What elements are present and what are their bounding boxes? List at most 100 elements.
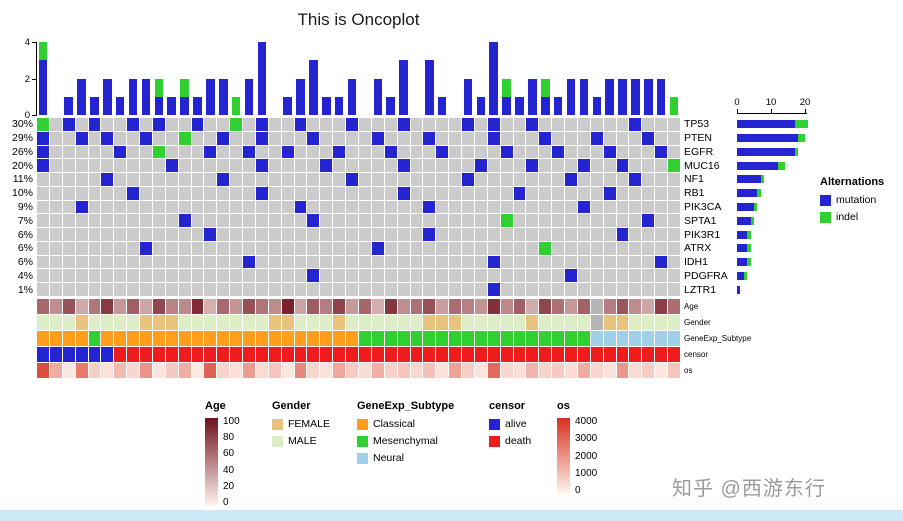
annotation-cell	[62, 331, 75, 346]
heatmap-cell	[307, 131, 320, 145]
heatmap-cell	[668, 269, 680, 283]
x-tick-mark	[805, 109, 806, 113]
heatmap-cell	[243, 214, 255, 228]
annotation-cell	[281, 331, 294, 346]
heatmap-cell	[320, 241, 333, 255]
annotation-cell	[371, 331, 384, 346]
heatmap-cell	[88, 173, 101, 186]
heatmap-cell	[629, 145, 642, 159]
gene-bar-mutation-segment	[737, 147, 795, 156]
heatmap-cell	[629, 173, 642, 186]
annotation-cell	[101, 315, 114, 330]
gene-name-label: EGFR	[684, 145, 714, 158]
annotation-cell	[436, 347, 449, 362]
gene-percentage-label: 11%	[12, 173, 33, 186]
annotation-cell	[333, 331, 346, 346]
heatmap-cell	[397, 228, 410, 241]
heatmap-cell	[513, 228, 526, 241]
heatmap-cell	[217, 118, 230, 131]
heatmap-cell	[62, 131, 75, 145]
heatmap-cell	[204, 269, 217, 283]
top-bar	[243, 78, 255, 115]
annotation-cell	[165, 331, 178, 346]
annotation-cell	[152, 331, 165, 346]
top-bar-mutation-segment	[425, 60, 434, 115]
heatmap-cell	[603, 131, 616, 145]
heatmap-cell	[217, 228, 230, 241]
heatmap-cell	[423, 241, 436, 255]
annotation-cell	[603, 347, 616, 362]
heatmap-cell	[526, 255, 539, 269]
os-gradient-bar	[557, 418, 570, 494]
legend-item-neural: Neural	[357, 452, 477, 464]
annotation-cell	[62, 299, 75, 314]
top-bar-mutation-segment	[206, 78, 215, 115]
heatmap-cell	[140, 283, 152, 296]
annotation-cell	[320, 347, 333, 362]
gene-name-label: PIK3R1	[684, 228, 721, 241]
heatmap-cell	[255, 255, 268, 269]
annotation-cell	[513, 299, 526, 314]
heatmap-cell	[384, 159, 397, 173]
heatmap-cell	[384, 255, 397, 269]
annotation-cell	[75, 363, 88, 378]
top-bar	[423, 60, 435, 115]
heatmap-cell	[165, 283, 178, 296]
heatmap-cell	[565, 173, 577, 186]
heatmap-cell	[37, 241, 49, 255]
annotation-cell	[204, 299, 217, 314]
heatmap-cell	[462, 214, 474, 228]
heatmap-cell	[449, 145, 462, 159]
heatmap-cell	[204, 173, 217, 186]
heatmap-cell	[552, 214, 565, 228]
heatmap-cell	[616, 241, 629, 255]
annotation-cell	[178, 331, 191, 346]
heatmap-cell	[552, 228, 565, 241]
heatmap-cell	[243, 131, 255, 145]
heatmap-cell	[526, 173, 539, 186]
annotation-cell	[359, 347, 371, 362]
annotation-cell	[88, 363, 101, 378]
heatmap-cell	[642, 200, 655, 214]
heatmap-cell	[346, 241, 358, 255]
top-bar	[333, 96, 345, 115]
annotation-cell	[88, 299, 101, 314]
heatmap-cell	[230, 173, 243, 186]
annotation-cell	[397, 363, 410, 378]
annotation-cell	[101, 299, 114, 314]
top-bar-mutation-segment	[631, 78, 640, 115]
heatmap-cell	[565, 283, 577, 296]
top-bar-mutation-segment	[77, 78, 86, 115]
gene-bar-indel-segment	[747, 244, 751, 253]
heatmap-cell	[165, 269, 178, 283]
annotation-cell	[474, 299, 487, 314]
heatmap-cell	[359, 145, 371, 159]
heatmap-cell	[204, 131, 217, 145]
annotation-cell	[500, 347, 513, 362]
heatmap-cell	[359, 283, 371, 296]
heatmap-cell	[526, 283, 539, 296]
heatmap-cell	[140, 145, 152, 159]
heatmap-cell	[307, 241, 320, 255]
heatmap-cell	[577, 145, 590, 159]
top-bar	[192, 96, 204, 115]
heatmap-cell	[230, 200, 243, 214]
heatmap-cell	[474, 173, 487, 186]
heatmap-cell	[474, 186, 487, 200]
top-bar	[282, 96, 294, 115]
heatmap-cell	[423, 269, 436, 283]
heatmap-cell	[577, 173, 590, 186]
gene-percentage-label: 6%	[17, 242, 33, 255]
heatmap-cell	[487, 255, 500, 269]
heatmap-cell	[371, 145, 384, 159]
annotation-cell	[204, 363, 217, 378]
heatmap-cell	[88, 255, 101, 269]
heatmap-cell	[436, 173, 449, 186]
heatmap-cell	[616, 145, 629, 159]
heatmap-cell	[255, 118, 268, 131]
heatmap-cell	[616, 159, 629, 173]
heatmap-cell	[204, 200, 217, 214]
heatmap-cell	[281, 173, 294, 186]
heatmap-cell	[49, 214, 62, 228]
heatmap-cell	[474, 283, 487, 296]
